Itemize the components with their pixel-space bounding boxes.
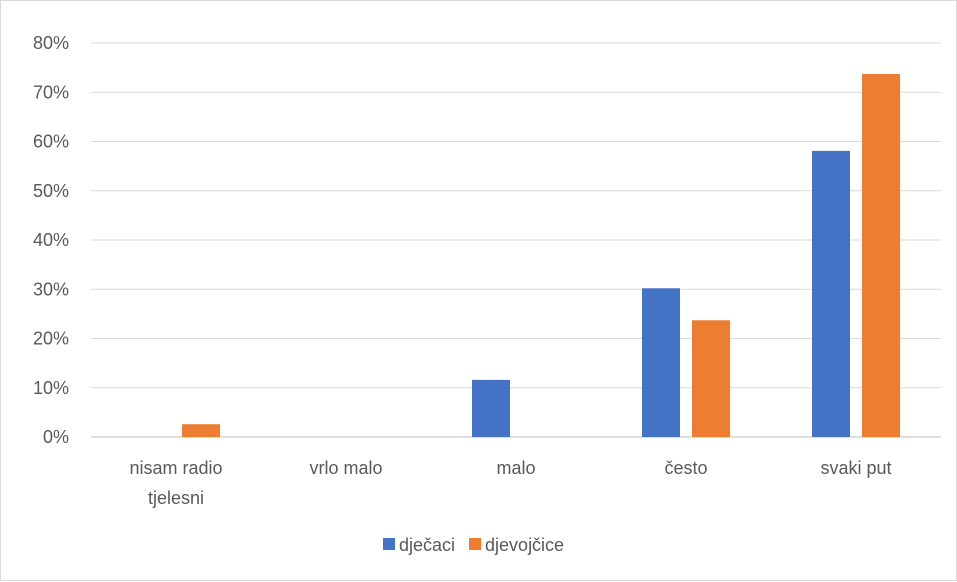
bar <box>642 288 680 437</box>
y-tick-label: 70% <box>33 82 69 102</box>
y-tick-label: 10% <box>33 378 69 398</box>
x-axis-ticks: nisam radio tjelesni vrlo malo malo često sva… <box>129 458 891 508</box>
y-tick-label: 40% <box>33 230 69 250</box>
bar <box>692 320 730 437</box>
gridlines <box>91 42 941 438</box>
legend-swatch <box>383 538 395 550</box>
legend-swatch <box>469 538 482 550</box>
y-tick-label: 30% <box>33 279 69 299</box>
x-tick-label: malo <box>496 458 535 478</box>
legend-label: dječaci <box>399 535 455 555</box>
y-axis-ticks: 0% 10% 20% 30% 40% 50% 60% 70% 80% <box>33 33 69 447</box>
x-tick-label: vrlo malo <box>309 458 382 478</box>
y-tick-label: 0% <box>43 427 69 447</box>
x-tick-label: često <box>664 458 707 478</box>
x-tick-label: tjelesni <box>148 488 204 508</box>
y-tick-label: 60% <box>33 132 69 152</box>
bars <box>182 74 900 438</box>
bar <box>812 150 850 438</box>
legend: dječaci djevojčice <box>383 535 564 555</box>
y-tick-label: 80% <box>33 33 69 53</box>
y-tick-label: 20% <box>33 329 69 349</box>
bar <box>472 379 510 437</box>
bar <box>862 74 900 437</box>
y-tick-label: 50% <box>33 181 69 201</box>
x-tick-label: svaki put <box>820 458 891 478</box>
x-tick-label: nisam radio <box>129 458 222 478</box>
legend-label: djevojčice <box>485 535 564 555</box>
bar <box>182 424 220 437</box>
